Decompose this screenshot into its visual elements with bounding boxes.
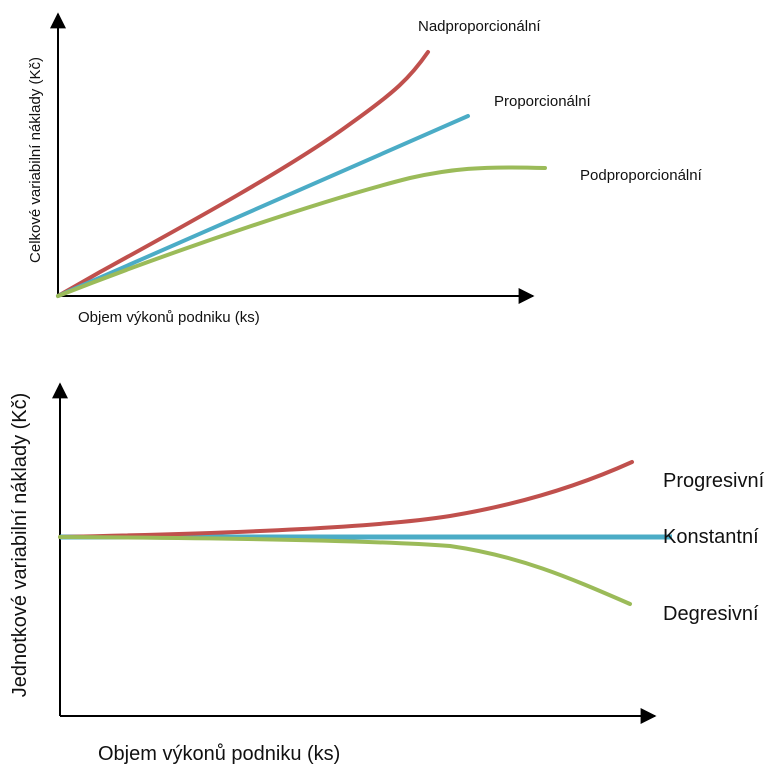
legend-label-konstantni: Konstantní: [663, 526, 759, 548]
y-axis-title: Celkové variabilní náklady (Kč): [27, 57, 44, 263]
legend-label-nadproporcionalni: Nadproporcionální: [418, 18, 541, 35]
series-line-proporcionalni: [56, 114, 470, 298]
series-line-podproporcionalni: [56, 165, 547, 298]
total-variable-costs-chart: Nadproporcionální Proporcionální Podprop…: [27, 12, 703, 326]
x-axis-title: Objem výkonů podniku (ks): [78, 309, 260, 326]
series-line-progresivni: [58, 460, 634, 539]
y-axis-title: Jednotkové variabilní náklady (Kč): [9, 393, 31, 698]
unit-variable-costs-chart: Progresivní Konstantní Degresivní Jednot…: [9, 382, 765, 765]
x-axis-title: Objem výkonů podniku (ks): [98, 743, 340, 765]
legend-label-podproporcionalni: Podproporcionální: [580, 167, 703, 184]
legend-label-proporcionalni: Proporcionální: [494, 93, 592, 110]
legend-label-degresivni: Degresivní: [663, 603, 759, 625]
legend-label-progresivni: Progresivní: [663, 470, 765, 492]
series-line-nadproporcionalni: [56, 50, 430, 298]
series-line-degresivni: [58, 535, 632, 606]
